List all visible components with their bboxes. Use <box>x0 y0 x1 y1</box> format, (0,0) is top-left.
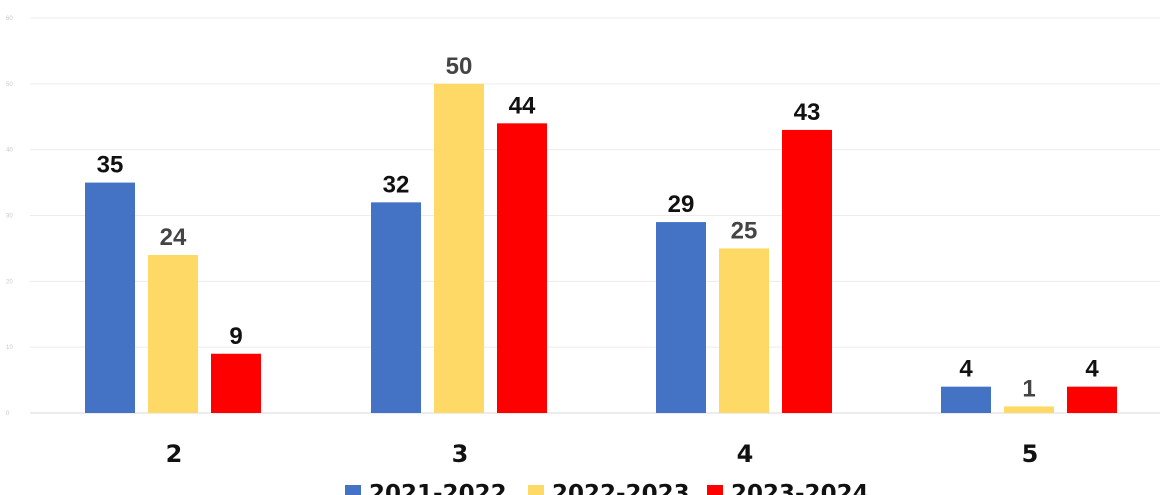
value-labels: 35 24 9 32 50 44 29 25 43 4 1 4 <box>97 53 1100 403</box>
y-tick-label: 50 <box>6 82 13 88</box>
legend-swatch <box>707 485 723 495</box>
data-label: 1 <box>1022 375 1035 402</box>
data-label: 29 <box>668 191 695 218</box>
bar <box>782 129 832 413</box>
category-label: 4 <box>737 440 754 468</box>
y-tick-label: 10 <box>6 345 13 351</box>
bar <box>211 353 261 413</box>
y-tick-label: 60 <box>6 16 13 22</box>
bar <box>85 182 135 413</box>
data-label: 44 <box>509 92 536 119</box>
data-label: 50 <box>446 53 473 80</box>
category-label: 3 <box>452 440 469 468</box>
data-label: 4 <box>959 356 973 383</box>
bars <box>85 83 1117 413</box>
bar <box>434 83 484 413</box>
legend-swatch <box>345 485 361 495</box>
bar <box>148 255 198 413</box>
bar <box>371 202 421 413</box>
data-label: 35 <box>97 152 124 179</box>
legend: 2021-2022 2022-2023 2023-2024 <box>345 481 869 495</box>
x-tick-labels: 2 3 4 5 <box>166 440 1039 468</box>
bar <box>497 123 547 413</box>
legend-label: 2022-2023 <box>552 481 690 495</box>
category-label: 2 <box>166 440 183 468</box>
data-label: 43 <box>794 99 821 126</box>
y-tick-label: 20 <box>6 279 13 285</box>
data-label: 32 <box>383 171 410 198</box>
y-tick-label: 0 <box>6 411 10 417</box>
gridlines <box>30 17 1160 414</box>
bar <box>941 386 991 413</box>
bar <box>1067 386 1117 413</box>
legend-label: 2021-2022 <box>369 481 507 495</box>
y-tick-labels: 0 10 20 30 40 50 60 <box>6 16 13 417</box>
legend-swatch <box>528 485 544 495</box>
bar <box>656 222 706 413</box>
y-tick-label: 30 <box>6 214 13 220</box>
data-label: 25 <box>731 217 758 244</box>
bar <box>1004 406 1054 413</box>
data-label: 9 <box>229 323 242 350</box>
data-label: 24 <box>160 224 187 251</box>
y-tick-label: 40 <box>6 148 13 154</box>
bar <box>719 248 769 413</box>
data-label: 4 <box>1085 356 1099 383</box>
category-label: 5 <box>1022 440 1039 468</box>
legend-label: 2023-2024 <box>731 481 869 495</box>
